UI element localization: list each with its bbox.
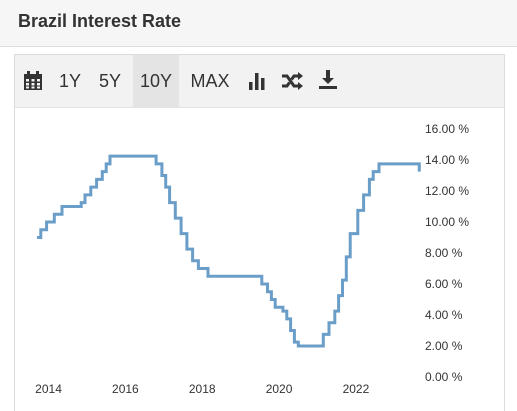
- chart-card: 1Y 5Y 10Y MAX 0.00 % 2.00 % 4.00 % 6.00 % 8.…: [14, 54, 505, 411]
- y-tick-label: 6.00 %: [425, 277, 463, 291]
- x-tick-label: 2016: [112, 382, 139, 396]
- shuffle-icon[interactable]: [281, 72, 303, 90]
- x-tick-label: 2022: [343, 382, 370, 396]
- range-1y-button[interactable]: 1Y: [58, 71, 82, 91]
- page-header: Brazil Interest Rate: [0, 0, 517, 47]
- y-tick-label: 0.00 %: [425, 370, 463, 384]
- y-tick-label: 14.00 %: [425, 153, 469, 167]
- y-tick-label: 4.00 %: [425, 308, 463, 322]
- bar-chart-icon[interactable]: [248, 72, 266, 90]
- range-5y-button[interactable]: 5Y: [98, 71, 122, 91]
- download-icon[interactable]: [319, 70, 337, 90]
- y-tick-label: 16.00 %: [425, 122, 469, 136]
- interest-rate-line: [37, 154, 421, 348]
- calendar-icon[interactable]: [23, 71, 43, 91]
- range-10y-button[interactable]: 10Y: [133, 55, 179, 107]
- range-max-button[interactable]: MAX: [190, 71, 230, 91]
- y-tick-label: 12.00 %: [425, 184, 469, 198]
- interest-rate-chart: 0.00 % 2.00 % 4.00 % 6.00 % 8.00 % 10.00 % 12.…: [35, 122, 469, 396]
- x-tick-label: 2018: [189, 382, 216, 396]
- y-tick-label: 2.00 %: [425, 339, 463, 353]
- chart-toolbar: 1Y 5Y 10Y MAX: [15, 55, 504, 108]
- page-title: Brazil Interest Rate: [18, 11, 182, 31]
- y-tick-label: 8.00 %: [425, 246, 463, 260]
- x-tick-label: 2020: [266, 382, 293, 396]
- x-tick-label: 2014: [35, 382, 62, 396]
- y-tick-label: 10.00 %: [425, 215, 469, 229]
